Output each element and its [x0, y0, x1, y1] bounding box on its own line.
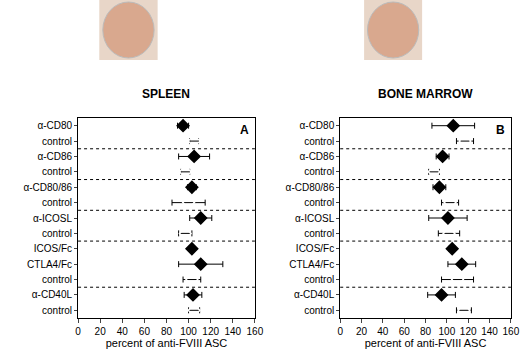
- svg-text:control: control: [304, 197, 334, 208]
- svg-text:0: 0: [75, 326, 81, 337]
- svg-text:A: A: [240, 123, 249, 137]
- svg-text:140: 140: [224, 326, 241, 337]
- svg-text:α-ICOSL: α-ICOSL: [33, 213, 73, 224]
- svg-text:α-CD40L: α-CD40L: [294, 289, 335, 300]
- svg-text:140: 140: [481, 326, 498, 337]
- svg-text:ICOS/Fc: ICOS/Fc: [34, 243, 72, 254]
- svg-text:160: 160: [503, 326, 520, 337]
- svg-text:100: 100: [180, 326, 197, 337]
- svg-text:control: control: [42, 136, 72, 147]
- svg-text:100: 100: [439, 326, 456, 337]
- svg-text:control: control: [304, 166, 334, 177]
- svg-text:SPLEEN: SPLEEN: [142, 87, 190, 101]
- svg-text:60: 60: [139, 326, 151, 337]
- svg-text:40: 40: [117, 326, 129, 337]
- svg-text:CTLA4/Fc: CTLA4/Fc: [27, 259, 72, 270]
- svg-text:control: control: [304, 136, 334, 147]
- svg-text:B: B: [496, 123, 505, 137]
- svg-text:control: control: [304, 305, 334, 316]
- svg-text:α-CD80/86: α-CD80/86: [286, 182, 335, 193]
- svg-text:control: control: [42, 274, 72, 285]
- svg-text:60: 60: [399, 326, 411, 337]
- svg-text:BONE MARROW: BONE MARROW: [378, 87, 473, 101]
- svg-text:160: 160: [247, 326, 264, 337]
- svg-text:120: 120: [460, 326, 477, 337]
- svg-text:40: 40: [377, 326, 389, 337]
- svg-text:α-CD40L: α-CD40L: [32, 289, 73, 300]
- svg-text:20: 20: [95, 326, 107, 337]
- svg-text:control: control: [42, 305, 72, 316]
- svg-text:α-ICOSL: α-ICOSL: [295, 213, 335, 224]
- svg-text:control: control: [42, 166, 72, 177]
- svg-text:control: control: [304, 274, 334, 285]
- svg-text:0: 0: [337, 326, 343, 337]
- svg-text:percent of anti-FVIII ASC: percent of anti-FVIII ASC: [106, 337, 228, 349]
- svg-text:α-CD86: α-CD86: [300, 151, 335, 162]
- svg-text:percent of anti-FVIII ASC: percent of anti-FVIII ASC: [365, 337, 487, 349]
- svg-text:80: 80: [161, 326, 173, 337]
- svg-text:control: control: [42, 228, 72, 239]
- svg-text:α-CD80/86: α-CD80/86: [23, 182, 72, 193]
- svg-text:ICOS/Fc: ICOS/Fc: [296, 243, 334, 254]
- svg-text:control: control: [42, 197, 72, 208]
- svg-text:120: 120: [202, 326, 219, 337]
- svg-text:α-CD86: α-CD86: [37, 151, 72, 162]
- svg-text:α-CD80: α-CD80: [37, 120, 72, 131]
- svg-text:CTLA4/Fc: CTLA4/Fc: [289, 259, 334, 270]
- svg-text:control: control: [304, 228, 334, 239]
- svg-text:20: 20: [356, 326, 368, 337]
- svg-text:α-CD80: α-CD80: [300, 120, 335, 131]
- svg-text:80: 80: [420, 326, 432, 337]
